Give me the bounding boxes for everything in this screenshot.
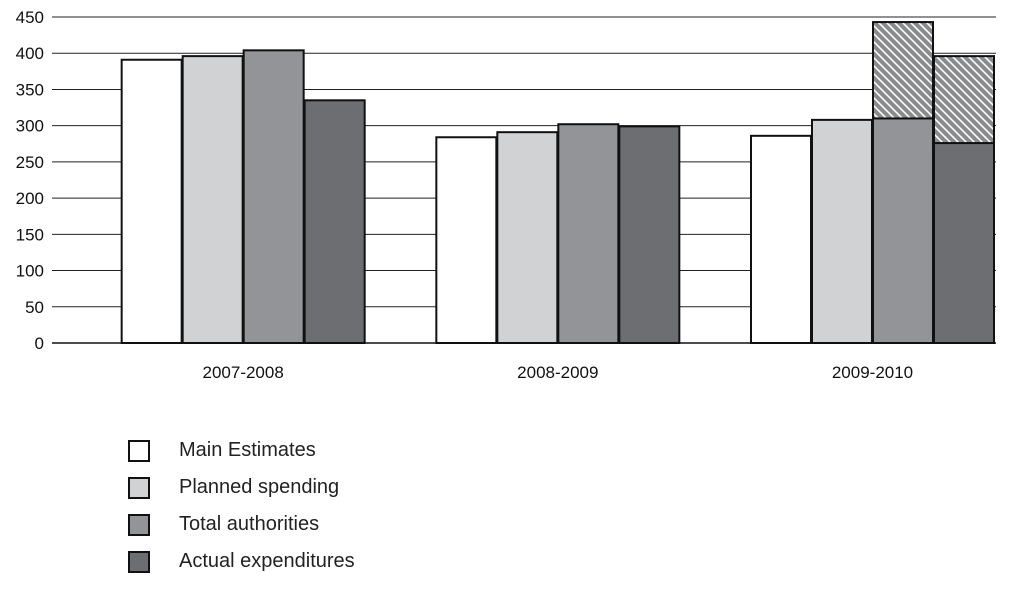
legend-swatch [128, 439, 150, 462]
bar [181, 55, 244, 345]
bar-hatched-segment [872, 21, 934, 120]
legend-swatch [128, 476, 150, 499]
legend-item-planned-spending: Planned spending [128, 473, 355, 502]
y-tick-label: 400 [16, 44, 44, 63]
x-tick-label: 2009-2010 [832, 363, 913, 382]
bar-hatched-segment [933, 55, 995, 145]
bar [872, 117, 934, 344]
legend-swatch [128, 550, 150, 573]
bar [303, 99, 366, 344]
y-tick-label: 300 [16, 117, 44, 136]
x-axis: 2007-2008 2008-2009 2009-2010 [52, 342, 996, 382]
y-tick-label: 200 [16, 189, 44, 208]
legend-label: Total authorities [179, 513, 320, 535]
y-tick-label: 350 [16, 80, 44, 99]
legend-label: Planned spending [179, 476, 340, 498]
x-tick-label: 2007-2008 [203, 363, 284, 382]
bar [750, 134, 812, 344]
y-axis: 0 50 100 150 200 250 300 350 400 450 [16, 8, 44, 353]
bars [120, 21, 995, 345]
bar [811, 118, 873, 344]
legend-item-main-estimates: Main Estimates [128, 436, 355, 465]
y-tick-label: 50 [25, 298, 44, 317]
legend-item-total-authorities: Total authorities [128, 510, 355, 539]
bar [435, 136, 498, 344]
legend: Main Estimates Planned spending Total au… [128, 436, 355, 584]
y-tick-label: 450 [16, 8, 44, 27]
bar [120, 58, 183, 345]
legend-swatch [128, 513, 150, 536]
y-tick-label: 250 [16, 153, 44, 172]
bar [557, 123, 620, 345]
legend-item-actual-expenditures: Actual expenditures [128, 547, 355, 576]
x-tick-label: 2008-2009 [517, 363, 598, 382]
y-tick-label: 100 [16, 262, 44, 281]
y-tick-label: 0 [35, 334, 44, 353]
bar [618, 125, 681, 344]
y-tick-label: 150 [16, 225, 44, 244]
bar [933, 142, 995, 344]
bar [242, 49, 305, 345]
legend-label: Main Estimates [179, 439, 316, 461]
bar [496, 131, 559, 344]
legend-label: Actual expenditures [179, 550, 355, 572]
